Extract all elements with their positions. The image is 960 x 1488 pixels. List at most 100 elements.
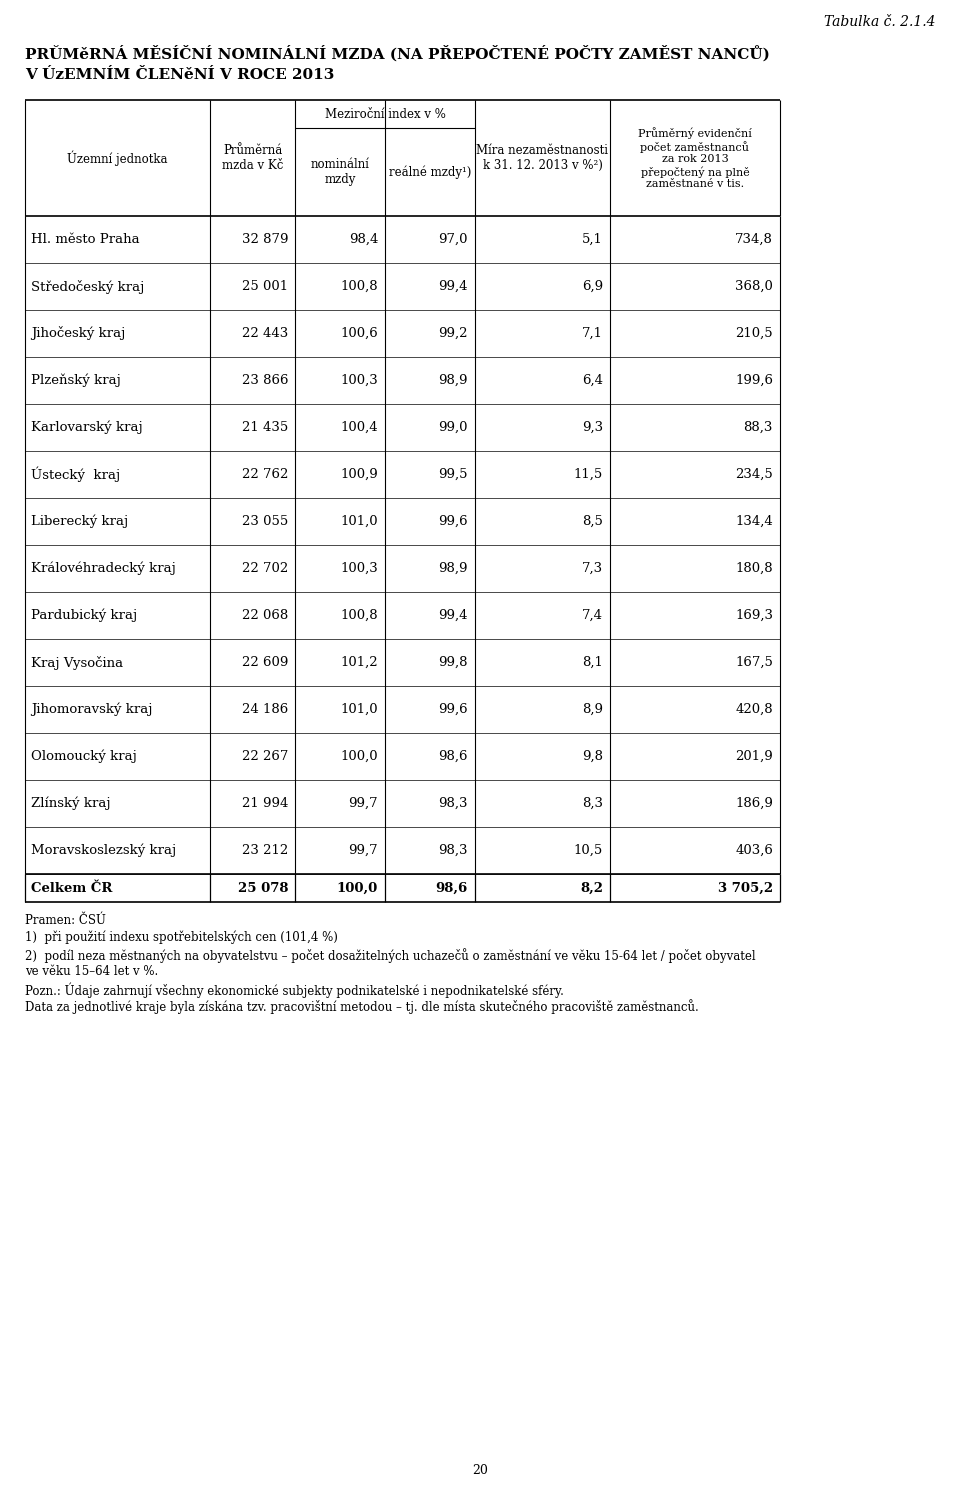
Text: 99,4: 99,4 (439, 280, 468, 293)
Text: Jihočeský kraj: Jihočeský kraj (31, 326, 126, 341)
Text: 234,5: 234,5 (735, 469, 773, 481)
Text: 100,9: 100,9 (340, 469, 378, 481)
Text: 98,9: 98,9 (439, 373, 468, 387)
Text: 1)  při použití indexu spotřebitelských cen (101,4 %): 1) při použití indexu spotřebitelských c… (25, 931, 338, 945)
Text: 368,0: 368,0 (735, 280, 773, 293)
Text: Pozn.: Údaje zahrnují všechny ekonomické subjekty podnikatelské i nepodnikatelsk: Pozn.: Údaje zahrnují všechny ekonomické… (25, 982, 564, 997)
Text: 98,6: 98,6 (436, 881, 468, 894)
Text: 99,7: 99,7 (348, 798, 378, 809)
Text: 8,1: 8,1 (582, 656, 603, 670)
Text: 8,3: 8,3 (582, 798, 603, 809)
Text: Meziroční index v %: Meziroční index v % (324, 107, 445, 121)
Text: Hl. město Praha: Hl. město Praha (31, 234, 139, 246)
Text: 23 866: 23 866 (242, 373, 288, 387)
Text: Ústecký  kraj: Ústecký kraj (31, 467, 120, 482)
Text: 98,3: 98,3 (439, 798, 468, 809)
Text: 3 705,2: 3 705,2 (718, 881, 773, 894)
Text: 22 068: 22 068 (242, 609, 288, 622)
Text: 5,1: 5,1 (582, 234, 603, 246)
Text: V ÚzEMNÍM ČLENěNÍ V ROCE 2013: V ÚzEMNÍM ČLENěNÍ V ROCE 2013 (25, 68, 334, 82)
Text: 22 702: 22 702 (242, 562, 288, 574)
Text: 98,9: 98,9 (439, 562, 468, 574)
Text: 169,3: 169,3 (735, 609, 773, 622)
Text: Průměrný evidenční
počet zaměstnanců
za rok 2013
přepočtený na plně
zaměstnané v: Průměrný evidenční počet zaměstnanců za … (638, 126, 752, 189)
Text: 7,3: 7,3 (582, 562, 603, 574)
Text: 8,9: 8,9 (582, 702, 603, 716)
Text: Karlovarský kraj: Karlovarský kraj (31, 421, 143, 434)
Text: Územní jednotka: Územní jednotka (67, 150, 168, 165)
Text: Plzeňský kraj: Plzeňský kraj (31, 373, 121, 387)
Text: Tabulka č. 2.1.4: Tabulka č. 2.1.4 (824, 15, 935, 28)
Text: 100,0: 100,0 (337, 881, 378, 894)
Text: Data za jednotlivé kraje byla získána tzv. pracovištní metodou – tj. dle místa s: Data za jednotlivé kraje byla získána tz… (25, 998, 699, 1013)
Text: 199,6: 199,6 (735, 373, 773, 387)
Text: 99,6: 99,6 (439, 515, 468, 528)
Text: 210,5: 210,5 (735, 327, 773, 339)
Text: 167,5: 167,5 (735, 656, 773, 670)
Text: 8,2: 8,2 (580, 881, 603, 894)
Text: 7,4: 7,4 (582, 609, 603, 622)
Text: 24 186: 24 186 (242, 702, 288, 716)
Text: 403,6: 403,6 (735, 844, 773, 857)
Text: 25 078: 25 078 (237, 881, 288, 894)
Text: 100,4: 100,4 (341, 421, 378, 434)
Text: 9,3: 9,3 (582, 421, 603, 434)
Text: 22 443: 22 443 (242, 327, 288, 339)
Text: 7,1: 7,1 (582, 327, 603, 339)
Text: 101,0: 101,0 (341, 515, 378, 528)
Text: 6,4: 6,4 (582, 373, 603, 387)
Text: Průměrná
mzda v Kč: Průměrná mzda v Kč (222, 144, 283, 173)
Text: 21 435: 21 435 (242, 421, 288, 434)
Text: 22 609: 22 609 (242, 656, 288, 670)
Text: Liberecký kraj: Liberecký kraj (31, 515, 129, 528)
Text: 10,5: 10,5 (574, 844, 603, 857)
Text: 186,9: 186,9 (735, 798, 773, 809)
Text: 99,5: 99,5 (439, 469, 468, 481)
Text: 420,8: 420,8 (735, 702, 773, 716)
Text: 100,8: 100,8 (341, 609, 378, 622)
Text: 100,6: 100,6 (340, 327, 378, 339)
Text: 20: 20 (472, 1464, 488, 1476)
Text: reálné mzdy¹): reálné mzdy¹) (389, 165, 471, 179)
Text: 6,9: 6,9 (582, 280, 603, 293)
Text: 97,0: 97,0 (439, 234, 468, 246)
Text: Jihomoravský kraj: Jihomoravský kraj (31, 702, 153, 716)
Text: 98,3: 98,3 (439, 844, 468, 857)
Text: 101,0: 101,0 (341, 702, 378, 716)
Text: 21 994: 21 994 (242, 798, 288, 809)
Text: 734,8: 734,8 (735, 234, 773, 246)
Text: 180,8: 180,8 (735, 562, 773, 574)
Text: 2)  podíl neza městnaných na obyvatelstvu – počet dosažitelných uchazečů o zaměs: 2) podíl neza městnaných na obyvatelstvu… (25, 948, 756, 963)
Text: Středočeský kraj: Středočeský kraj (31, 280, 144, 293)
Text: 100,8: 100,8 (341, 280, 378, 293)
Text: Moravskoslezský kraj: Moravskoslezský kraj (31, 844, 177, 857)
Text: PRŬMěRNÁ MĚSÍČNÍ NOMINÁLNÍ MZDA (NA PŘEPOČTENÉ POČTY ZAMĚST NANCŮ): PRŬMěRNÁ MĚSÍČNÍ NOMINÁLNÍ MZDA (NA PŘEP… (25, 45, 770, 61)
Text: Pardubický kraj: Pardubický kraj (31, 609, 137, 622)
Text: 88,3: 88,3 (744, 421, 773, 434)
Text: 201,9: 201,9 (735, 750, 773, 763)
Text: ve věku 15–64 let v %.: ve věku 15–64 let v %. (25, 966, 158, 978)
Text: 99,7: 99,7 (348, 844, 378, 857)
Text: Olomoucký kraj: Olomoucký kraj (31, 750, 137, 763)
Text: 99,4: 99,4 (439, 609, 468, 622)
Text: 100,3: 100,3 (340, 562, 378, 574)
Text: 23 055: 23 055 (242, 515, 288, 528)
Text: 99,6: 99,6 (439, 702, 468, 716)
Text: Pramen: ČSÚ: Pramen: ČSÚ (25, 914, 106, 927)
Text: 98,4: 98,4 (348, 234, 378, 246)
Text: nominální
mzdy: nominální mzdy (311, 158, 370, 186)
Text: 8,5: 8,5 (582, 515, 603, 528)
Text: 134,4: 134,4 (735, 515, 773, 528)
Text: 101,2: 101,2 (341, 656, 378, 670)
Text: 99,2: 99,2 (439, 327, 468, 339)
Text: 99,0: 99,0 (439, 421, 468, 434)
Text: 99,8: 99,8 (439, 656, 468, 670)
Text: 11,5: 11,5 (574, 469, 603, 481)
Text: Zlínský kraj: Zlínský kraj (31, 796, 110, 811)
Text: 23 212: 23 212 (242, 844, 288, 857)
Text: 32 879: 32 879 (242, 234, 288, 246)
Text: 22 267: 22 267 (242, 750, 288, 763)
Text: Královéhradecký kraj: Královéhradecký kraj (31, 562, 176, 576)
Text: Kraj Vysočina: Kraj Vysočina (31, 656, 123, 670)
Text: 100,3: 100,3 (340, 373, 378, 387)
